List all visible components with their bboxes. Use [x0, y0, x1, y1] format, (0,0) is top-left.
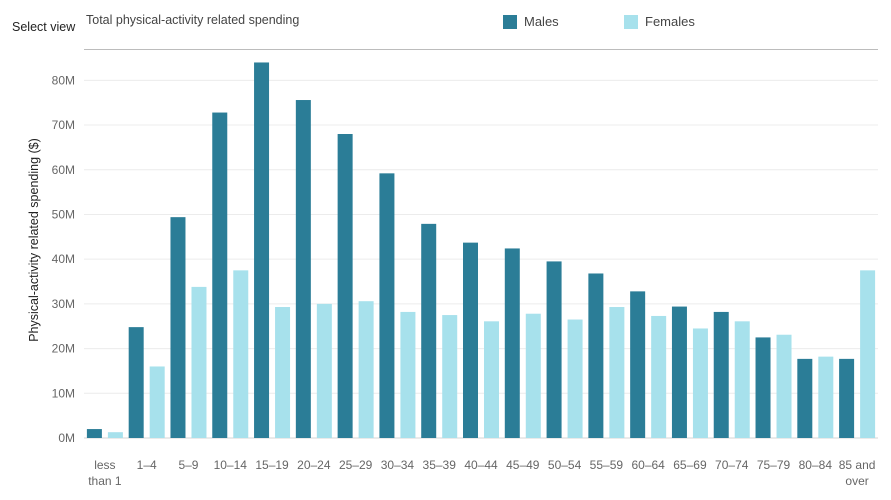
bar-females [107, 432, 123, 438]
bar-females [609, 307, 625, 438]
bar-males [128, 327, 144, 438]
y-tick-label: 10M [52, 386, 75, 400]
y-tick-label: 0M [58, 431, 75, 445]
bar-females [233, 270, 249, 438]
y-tick-label: 50M [52, 207, 75, 221]
bar-females [567, 319, 583, 438]
x-tick-label: 30–34 [381, 458, 415, 472]
bar-females [818, 356, 834, 438]
y-tick-label: 80M [52, 73, 75, 87]
x-tick-label: 20–24 [297, 458, 331, 472]
y-tick-label: 60M [52, 163, 75, 177]
x-tick-label: 55–59 [590, 458, 624, 472]
legend-label-males: Males [524, 14, 559, 29]
bar-females [484, 321, 499, 438]
x-tick-label: 1–4 [137, 458, 157, 472]
bar-males [421, 223, 437, 438]
bar-males [295, 100, 311, 438]
bar-males [337, 134, 353, 438]
y-tick-label: 30M [52, 297, 75, 311]
x-tick-label: 10–14 [214, 458, 248, 472]
bar-males [86, 429, 102, 438]
x-tick-label: 40–44 [464, 458, 498, 472]
chart-header: Select view Total physical-activity rela… [0, 0, 891, 50]
y-tick-label: 40M [52, 252, 75, 266]
bar-females [442, 315, 458, 438]
bar-females [692, 328, 708, 438]
x-tick-label: 80–84 [799, 458, 833, 472]
bar-females [651, 315, 667, 438]
bar-males [713, 311, 729, 438]
bar-males [379, 173, 395, 438]
bar-males [212, 112, 228, 439]
bar-females [275, 307, 291, 438]
bar-males [588, 273, 604, 438]
legend-item-males[interactable]: Males [503, 14, 559, 29]
bar-females [860, 270, 876, 438]
bar-females [734, 321, 750, 438]
x-tick-label: 65–69 [673, 458, 707, 472]
bar-females [316, 303, 332, 438]
x-tick-label: 70–74 [715, 458, 749, 472]
bar-males [797, 358, 813, 438]
bar-females [358, 301, 374, 438]
bar-males [170, 217, 186, 438]
legend-item-females[interactable]: Females [624, 14, 695, 29]
bar-males [839, 358, 855, 438]
x-tick-label: less than 1 [88, 458, 122, 488]
y-tick-label: 70M [52, 118, 75, 132]
bar-females [149, 366, 165, 438]
bar-males [546, 261, 562, 438]
view-option-total-spending[interactable]: Total physical-activity related spending [86, 13, 300, 27]
legend-swatch-females [624, 14, 638, 29]
header-divider [84, 49, 878, 50]
select-view-label[interactable]: Select view [12, 20, 76, 34]
bar-females [400, 311, 416, 438]
bar-males [463, 242, 478, 438]
bar-males [671, 306, 687, 438]
x-tick-label: 75–79 [757, 458, 791, 472]
bar-males [755, 337, 771, 438]
x-tick-label: 5–9 [178, 458, 198, 472]
x-tick-label: 85 and over [839, 458, 876, 488]
x-tick-label: 45–49 [506, 458, 540, 472]
bar-males [504, 248, 520, 438]
x-tick-label: 50–54 [548, 458, 582, 472]
x-tick-label: 25–29 [339, 458, 373, 472]
y-tick-label: 20M [52, 342, 75, 356]
x-tick-label: 35–39 [423, 458, 457, 472]
legend-swatch-males [503, 14, 517, 29]
x-tick-label: 15–19 [255, 458, 289, 472]
bar-males [254, 62, 270, 439]
bar-females [191, 286, 207, 438]
bar-females [525, 313, 541, 438]
x-tick-label: 60–64 [631, 458, 665, 472]
bar-females [776, 334, 792, 438]
legend-label-females: Females [645, 14, 695, 29]
bar-males [630, 291, 646, 438]
